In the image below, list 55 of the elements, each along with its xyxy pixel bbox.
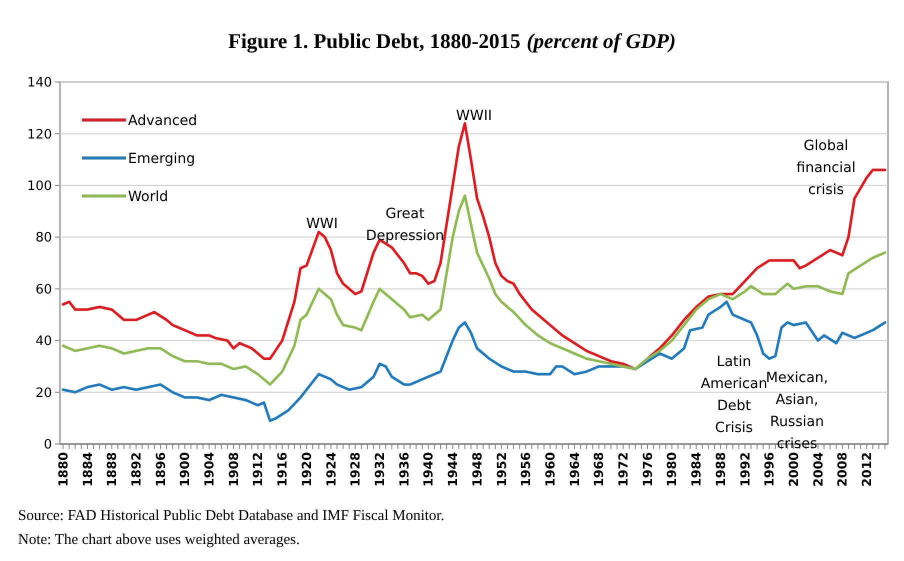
y-tick-label: 60 <box>35 282 52 298</box>
y-tick-label: 120 <box>27 127 52 142</box>
annotation: Mexican, Asian, Russian crises <box>766 370 828 452</box>
x-tick-label: 1992 <box>737 452 752 487</box>
x-tick-label: 1976 <box>640 452 655 487</box>
x-tick-label: 1988 <box>712 452 728 487</box>
y-tick-label: 80 <box>35 230 52 246</box>
chart-subtitle: (percent of GDP) <box>526 29 676 53</box>
x-tick-label: 1896 <box>152 452 168 487</box>
x-tick-label: 1980 <box>664 452 680 487</box>
x-tick-label: 1928 <box>348 452 363 487</box>
x-tick-label: 1952 <box>494 452 509 487</box>
annotation: Great Depression <box>366 206 444 244</box>
y-tick-label: 100 <box>27 178 52 194</box>
x-tick-label: 1936 <box>396 452 412 487</box>
x-tick-label: 1984 <box>688 452 704 487</box>
x-tick-label: 1912 <box>250 452 266 487</box>
x-tick-label: 1916 <box>274 452 290 487</box>
x-tick-label: 1960 <box>542 452 558 487</box>
legend-label: Advanced <box>128 112 198 129</box>
annotation: Global financial crisis <box>796 138 856 198</box>
x-tick-label: 1888 <box>104 452 120 487</box>
x-tick-label: 1944 <box>445 452 460 487</box>
x-tick-label: 1880 <box>55 452 70 487</box>
x-tick-label: 1968 <box>591 452 606 487</box>
x-tick-label: 1904 <box>202 452 217 487</box>
y-tick-label: 0 <box>44 438 52 453</box>
x-tick-label: 1908 <box>226 452 241 487</box>
x-tick-label: 1964 <box>566 452 582 487</box>
legend-label: Emerging <box>128 150 196 167</box>
x-tick-label: 1932 <box>372 452 388 487</box>
x-tick-label: 2004 <box>810 452 826 487</box>
x-tick-label: 1920 <box>298 452 314 487</box>
x-tick-label: 1940 <box>420 452 436 487</box>
x-tick-label: 1892 <box>128 452 144 487</box>
source-note: Source: FAD Historical Public Debt Database and IMF Fiscal Monitor. <box>18 508 444 524</box>
x-tick-label: 1924 <box>323 452 338 487</box>
x-tick-label: 1884 <box>80 452 95 487</box>
x-tick-label: 1900 <box>177 452 192 487</box>
y-tick-label: 140 <box>27 76 52 91</box>
x-tick-label: 2012 <box>859 452 874 487</box>
x-tick-label: 1948 <box>469 452 484 487</box>
y-tick-label: 20 <box>35 386 52 401</box>
y-tick-label: 40 <box>35 334 52 350</box>
chart-title: Figure 1. Public Debt, 1880-2015 <box>228 29 521 53</box>
x-tick-label: 1996 <box>762 452 777 487</box>
annotation: WWI <box>306 216 338 232</box>
annotation: WWII <box>456 108 492 124</box>
x-tick-label: 2008 <box>834 452 850 487</box>
text: Note: The chart above uses weighted averages. <box>18 532 300 548</box>
x-tick-label: 2000 <box>786 452 802 487</box>
annotation: Latin American Debt Crisis <box>700 354 768 436</box>
x-tick-label: 1956 <box>518 452 534 487</box>
x-tick-label: 1972 <box>616 452 631 487</box>
legend-label: World <box>128 188 168 205</box>
